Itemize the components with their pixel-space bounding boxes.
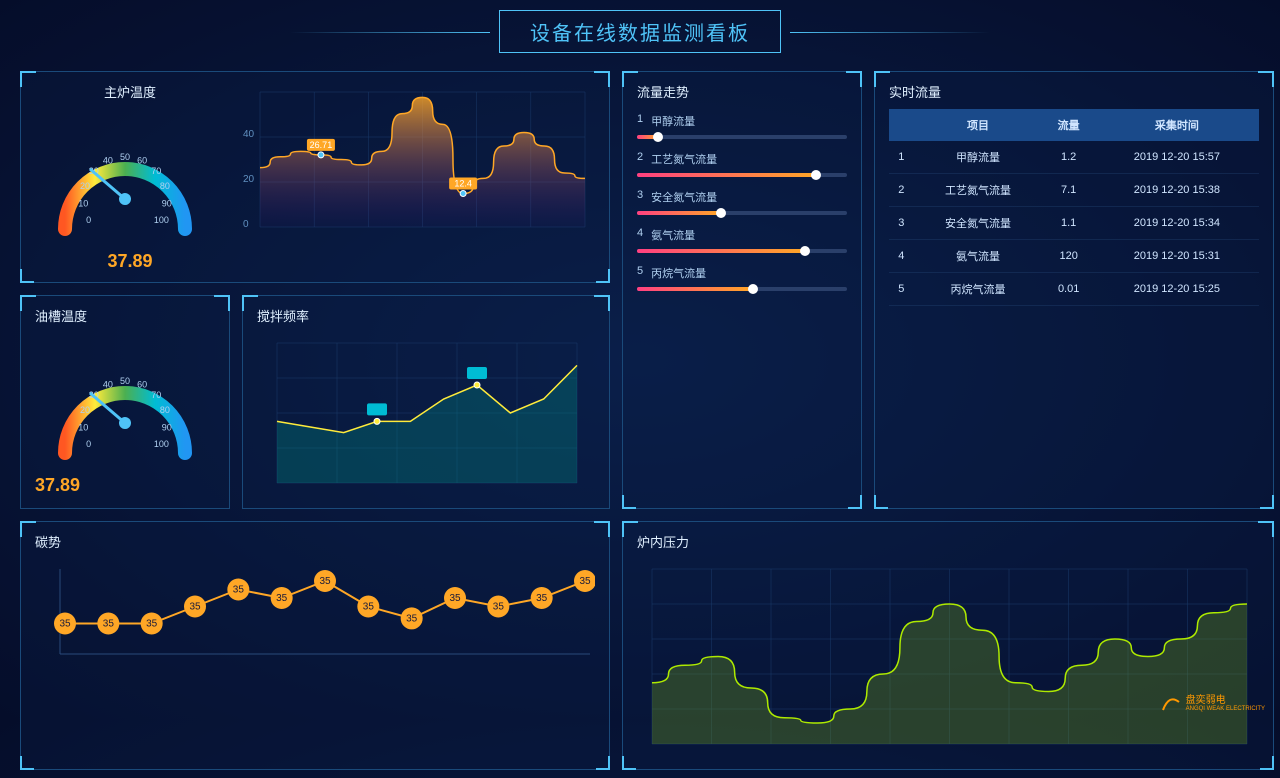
slider-label: 工艺氮气流量 (651, 151, 717, 167)
svg-text:60: 60 (137, 156, 147, 166)
svg-text:50: 50 (120, 152, 130, 162)
svg-text:60: 60 (137, 380, 147, 390)
main-temp-title: 主炉温度 (35, 82, 225, 101)
flow-slider-4[interactable]: 5 丙烷气流量 (637, 265, 847, 291)
table-header: 采集时间 (1095, 109, 1259, 141)
slider-num: 3 (637, 189, 643, 205)
svg-text:40: 40 (103, 380, 113, 390)
carbon-title: 碳势 (35, 532, 595, 551)
flow-slider-0[interactable]: 1 甲醇流量 (637, 113, 847, 139)
svg-text:70: 70 (151, 390, 161, 400)
table-row: 5丙烷气流量0.012019 12-20 15:25 (889, 273, 1259, 306)
svg-text:35: 35 (536, 593, 548, 604)
panel-mix-freq: 搅拌频率 (242, 295, 610, 509)
svg-text:35: 35 (233, 585, 245, 596)
main-temp-chart: 40 20 0 26.71 12.4 (235, 82, 595, 252)
table-row: 2工艺氮气流量7.12019 12-20 15:38 (889, 174, 1259, 207)
svg-text:100: 100 (154, 215, 169, 225)
logo-subtext: ANGQI WEAK ELECTRICITY (1186, 706, 1265, 712)
table-header (889, 109, 914, 141)
svg-text:40: 40 (103, 156, 113, 166)
panel-flow-trend: 流量走势 1 甲醇流量 2 工艺氮气流量 3 安全氮气流量 4 氨气流量 5 丙烷气流量 (622, 71, 862, 509)
svg-text:70: 70 (151, 166, 161, 176)
svg-text:20: 20 (243, 174, 255, 185)
svg-text:35: 35 (103, 619, 115, 630)
slider-num: 5 (637, 265, 643, 281)
svg-text:40: 40 (243, 129, 255, 140)
logo-text: 盘奕弱电 (1186, 691, 1265, 706)
svg-text:35: 35 (189, 602, 201, 613)
main-temp-gauge: 0102030405060708090100 (35, 109, 215, 259)
header: 设备在线数据监测看板 (0, 0, 1280, 63)
table-row: 4氨气流量1202019 12-20 15:31 (889, 240, 1259, 273)
page-title: 设备在线数据监测看板 (499, 10, 781, 53)
slider-label: 氨气流量 (651, 227, 695, 243)
svg-text:10: 10 (78, 198, 88, 208)
svg-text:35: 35 (406, 613, 418, 624)
svg-text:0: 0 (86, 215, 91, 225)
panel-realtime: 实时流量 项目流量采集时间 1甲醇流量1.22019 12-20 15:572工… (874, 71, 1274, 509)
svg-text:0: 0 (243, 219, 249, 230)
oil-temp-value: 37.89 (35, 475, 215, 496)
svg-text:80: 80 (160, 405, 170, 415)
flow-slider-3[interactable]: 4 氨气流量 (637, 227, 847, 253)
pressure-chart (637, 559, 1257, 759)
oil-temp-title: 油槽温度 (35, 306, 215, 325)
svg-text:10: 10 (78, 422, 88, 432)
slider-num: 4 (637, 227, 643, 243)
svg-text:90: 90 (162, 422, 172, 432)
svg-text:35: 35 (449, 593, 461, 604)
panel-oil-temp: 油槽温度 0102030405060708090100 37.89 (20, 295, 230, 509)
svg-text:35: 35 (579, 576, 591, 587)
flow-slider-2[interactable]: 3 安全氮气流量 (637, 189, 847, 215)
pressure-title: 炉内压力 (637, 532, 1259, 551)
slider-label: 丙烷气流量 (651, 265, 706, 281)
svg-text:35: 35 (276, 593, 288, 604)
flow-trend-title: 流量走势 (637, 82, 847, 101)
svg-text:35: 35 (363, 602, 375, 613)
slider-label: 甲醇流量 (651, 113, 695, 129)
table-row: 1甲醇流量1.22019 12-20 15:57 (889, 141, 1259, 174)
svg-text:35: 35 (493, 602, 505, 613)
svg-text:35: 35 (319, 576, 331, 587)
panel-main-temp: 主炉温度 0102030405060708090100 37.89 (20, 71, 610, 283)
panel-pressure: 炉内压力 (622, 521, 1274, 770)
table-header: 项目 (914, 109, 1043, 141)
table-header: 流量 (1043, 109, 1095, 141)
oil-temp-gauge: 0102030405060708090100 (35, 333, 215, 483)
slider-label: 安全氮气流量 (651, 189, 717, 205)
flow-slider-1[interactable]: 2 工艺氮气流量 (637, 151, 847, 177)
slider-num: 1 (637, 113, 643, 129)
mix-freq-title: 搅拌频率 (257, 306, 595, 325)
svg-text:0: 0 (86, 439, 91, 449)
svg-text:35: 35 (59, 619, 71, 630)
svg-text:50: 50 (120, 376, 130, 386)
svg-text:26.71: 26.71 (310, 140, 333, 150)
svg-text:12.4: 12.4 (454, 179, 472, 189)
logo-icon (1161, 692, 1181, 712)
main-temp-value: 37.89 (35, 251, 225, 272)
realtime-table: 项目流量采集时间 1甲醇流量1.22019 12-20 15:572工艺氮气流量… (889, 109, 1259, 306)
svg-text:20: 20 (80, 181, 90, 191)
slider-num: 2 (637, 151, 643, 167)
svg-text:35: 35 (146, 619, 158, 630)
footer-logo: 盘奕弱电 ANGQI WEAK ELECTRICITY (1161, 691, 1265, 712)
realtime-title: 实时流量 (889, 82, 1259, 101)
svg-text:20: 20 (80, 405, 90, 415)
table-row: 3安全氮气流量1.12019 12-20 15:34 (889, 207, 1259, 240)
mix-freq-chart (257, 333, 587, 498)
panel-carbon: 碳势 35 35 35 35 35 35 35 35 35 35 35 35 35 (20, 521, 610, 770)
carbon-chart: 35 35 35 35 35 35 35 35 35 35 35 35 35 (35, 559, 595, 664)
svg-text:90: 90 (162, 198, 172, 208)
svg-text:100: 100 (154, 439, 169, 449)
svg-text:80: 80 (160, 181, 170, 191)
